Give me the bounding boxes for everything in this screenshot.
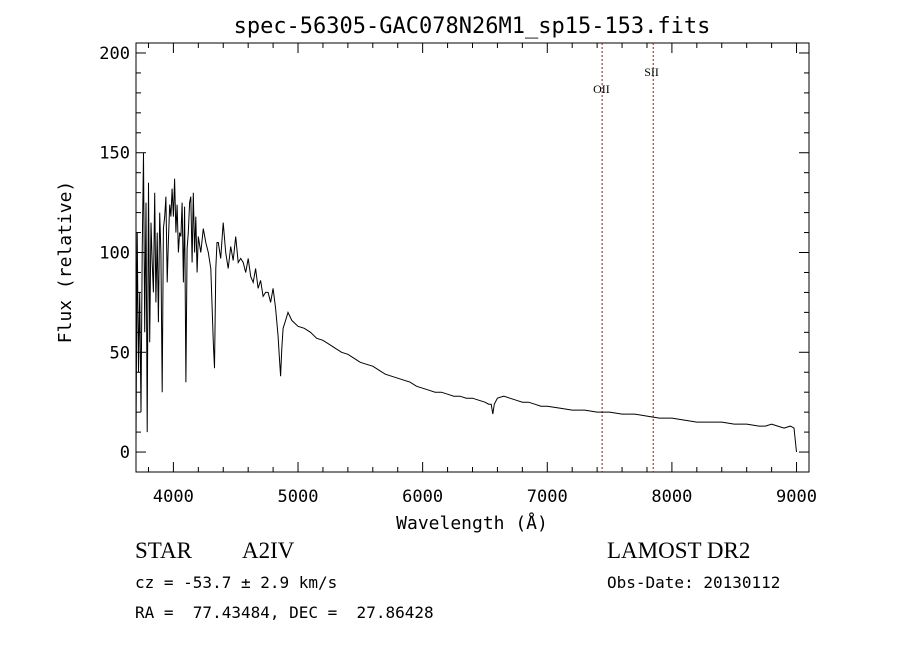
y-tick-label: 150: [99, 144, 130, 164]
x-tick-label: 6000: [402, 487, 443, 507]
annotation-label-sii: SII: [644, 65, 659, 79]
ra-dec-coordinates: RA = 77.43484, DEC = 27.86428: [135, 603, 434, 622]
y-tick-label: 0: [120, 443, 130, 463]
plot-frame: [135, 42, 810, 473]
flux-series-line: [135, 152, 797, 453]
spectral-subclass: A2IV: [242, 538, 295, 563]
annotation-label-oii: OII: [593, 82, 610, 96]
object-type: STAR: [135, 538, 192, 563]
emission-line-annotations: OII SII: [593, 43, 659, 472]
x-axis-label: Wavelength (Å): [396, 512, 548, 534]
y-axis-label: Flux (relative): [55, 181, 76, 344]
observation-date: Obs-Date: 20130112: [607, 573, 781, 592]
chart-title: spec-56305-GAC078N26M1_sp15-153.fits: [234, 14, 711, 39]
x-tick-label: 7000: [527, 487, 568, 507]
y-tick-label: 100: [99, 244, 130, 264]
cz-velocity: cz = -53.7 ± 2.9 km/s: [135, 573, 338, 592]
x-tick-label: 4000: [153, 487, 194, 507]
y-axis-ticks: 0 50 100 150 200: [99, 44, 809, 463]
x-axis-ticks: 4000 5000 6000 7000 8000 9000: [147, 43, 817, 507]
x-tick-label: 5000: [278, 487, 319, 507]
x-tick-label: 9000: [776, 487, 817, 507]
y-tick-label: 200: [99, 44, 130, 64]
survey-name: LAMOST DR2: [607, 538, 751, 563]
x-tick-label: 8000: [651, 487, 692, 507]
y-tick-label: 50: [110, 343, 130, 363]
